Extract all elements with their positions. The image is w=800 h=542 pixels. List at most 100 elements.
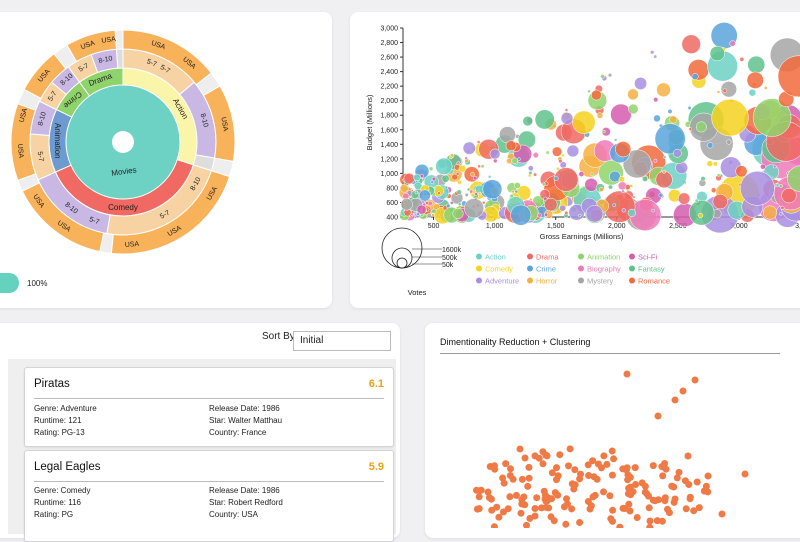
bubble[interactable] bbox=[601, 127, 611, 137]
cluster-point[interactable] bbox=[512, 491, 520, 499]
cluster-point[interactable] bbox=[649, 496, 657, 504]
bubble[interactable] bbox=[707, 142, 714, 149]
cluster-point[interactable] bbox=[608, 471, 616, 479]
cluster-point[interactable] bbox=[619, 504, 627, 512]
cluster-point[interactable] bbox=[524, 482, 532, 490]
legend-label[interactable]: Drama bbox=[536, 253, 559, 262]
legend-label[interactable]: Action bbox=[485, 253, 506, 262]
bubble[interactable] bbox=[464, 156, 468, 160]
bubble[interactable] bbox=[747, 55, 766, 74]
cluster-point[interactable] bbox=[491, 465, 499, 473]
legend-label[interactable]: Horror bbox=[536, 277, 558, 286]
bubble[interactable] bbox=[787, 165, 800, 192]
bubble[interactable] bbox=[762, 205, 778, 220]
bubble[interactable] bbox=[534, 109, 555, 130]
bubble[interactable] bbox=[687, 106, 692, 110]
bubble[interactable] bbox=[572, 110, 596, 134]
movie-card[interactable]: Piratas 6.1 Genre: Adventure Runtime: 12… bbox=[24, 367, 394, 447]
bubble[interactable] bbox=[532, 152, 539, 159]
bubble[interactable] bbox=[564, 210, 569, 215]
cluster-point[interactable] bbox=[608, 447, 616, 455]
bubble[interactable] bbox=[444, 185, 449, 190]
cluster-point[interactable] bbox=[576, 519, 584, 526]
cluster-point[interactable] bbox=[589, 457, 597, 465]
bubble[interactable] bbox=[400, 184, 409, 193]
bubble[interactable] bbox=[780, 205, 785, 210]
bubble[interactable] bbox=[464, 192, 469, 197]
cluster-point[interactable] bbox=[535, 454, 543, 462]
bubble[interactable] bbox=[700, 176, 706, 182]
bubble[interactable] bbox=[678, 192, 691, 205]
bubble[interactable] bbox=[587, 89, 591, 93]
bubble[interactable] bbox=[542, 182, 546, 186]
legend-label[interactable]: Fantasy bbox=[638, 265, 665, 274]
bubble[interactable] bbox=[441, 174, 450, 183]
bubble[interactable] bbox=[422, 202, 427, 207]
cluster-point[interactable] bbox=[506, 493, 514, 501]
bubble[interactable] bbox=[697, 212, 704, 219]
cluster-point[interactable] bbox=[675, 468, 683, 476]
bubble[interactable] bbox=[559, 204, 567, 212]
bubble[interactable] bbox=[400, 198, 413, 211]
legend-label[interactable]: Sci-Fi bbox=[638, 253, 657, 262]
bubble[interactable] bbox=[482, 179, 503, 200]
bubble[interactable] bbox=[566, 144, 580, 158]
cluster-point[interactable] bbox=[517, 509, 525, 517]
cluster-point[interactable] bbox=[702, 482, 710, 490]
bubble[interactable] bbox=[430, 180, 435, 184]
bubble[interactable] bbox=[781, 187, 797, 204]
cluster-point[interactable] bbox=[548, 495, 556, 503]
bubble[interactable] bbox=[602, 129, 606, 134]
cluster-point[interactable] bbox=[475, 493, 483, 501]
bubble[interactable] bbox=[634, 77, 648, 90]
cluster-point[interactable] bbox=[531, 505, 539, 512]
bubble[interactable] bbox=[695, 121, 707, 133]
cluster-point[interactable] bbox=[629, 488, 637, 496]
bubble[interactable] bbox=[710, 187, 717, 193]
bubble[interactable] bbox=[658, 192, 664, 198]
bubble[interactable] bbox=[473, 176, 478, 181]
bubble[interactable] bbox=[720, 81, 738, 98]
cluster-point[interactable] bbox=[631, 464, 639, 472]
bubble[interactable] bbox=[748, 88, 757, 97]
bubble[interactable] bbox=[458, 164, 467, 173]
cluster-point[interactable] bbox=[653, 517, 661, 525]
cluster-point[interactable] bbox=[671, 396, 679, 404]
cluster-point[interactable] bbox=[645, 504, 653, 512]
bubble[interactable] bbox=[545, 150, 550, 155]
bubble[interactable] bbox=[452, 208, 464, 220]
bubble[interactable] bbox=[489, 148, 501, 160]
cluster-point[interactable] bbox=[682, 505, 690, 513]
cluster-point[interactable] bbox=[525, 474, 533, 482]
cluster-point[interactable] bbox=[665, 509, 673, 517]
cluster-point[interactable] bbox=[704, 472, 712, 480]
bubble[interactable] bbox=[622, 149, 652, 179]
cluster-point[interactable] bbox=[655, 496, 662, 504]
cluster-point[interactable] bbox=[659, 472, 667, 480]
bubble[interactable] bbox=[511, 189, 515, 194]
bubble[interactable] bbox=[425, 201, 430, 205]
cluster-point[interactable] bbox=[649, 462, 657, 470]
bubble[interactable] bbox=[667, 108, 673, 114]
cluster-point[interactable] bbox=[623, 370, 631, 378]
bubble[interactable] bbox=[558, 158, 563, 164]
bubble[interactable] bbox=[431, 213, 435, 217]
bubble[interactable] bbox=[691, 73, 699, 80]
bubble[interactable] bbox=[528, 171, 533, 175]
bubble[interactable] bbox=[653, 114, 661, 123]
bubble[interactable] bbox=[470, 193, 475, 198]
cluster-point[interactable] bbox=[718, 510, 726, 518]
cluster-point[interactable] bbox=[518, 475, 526, 483]
cluster-point[interactable] bbox=[523, 521, 530, 528]
bubble[interactable] bbox=[533, 172, 537, 177]
cluster-point[interactable] bbox=[538, 504, 545, 512]
bubble[interactable] bbox=[418, 189, 431, 202]
bubble[interactable] bbox=[456, 189, 462, 195]
bubble[interactable] bbox=[779, 183, 783, 188]
bubble[interactable] bbox=[499, 126, 516, 144]
bubble[interactable] bbox=[585, 204, 604, 223]
bubble[interactable] bbox=[410, 210, 415, 214]
cluster-point[interactable] bbox=[654, 412, 662, 420]
cluster-point[interactable] bbox=[593, 475, 601, 483]
bubble[interactable] bbox=[621, 189, 625, 194]
